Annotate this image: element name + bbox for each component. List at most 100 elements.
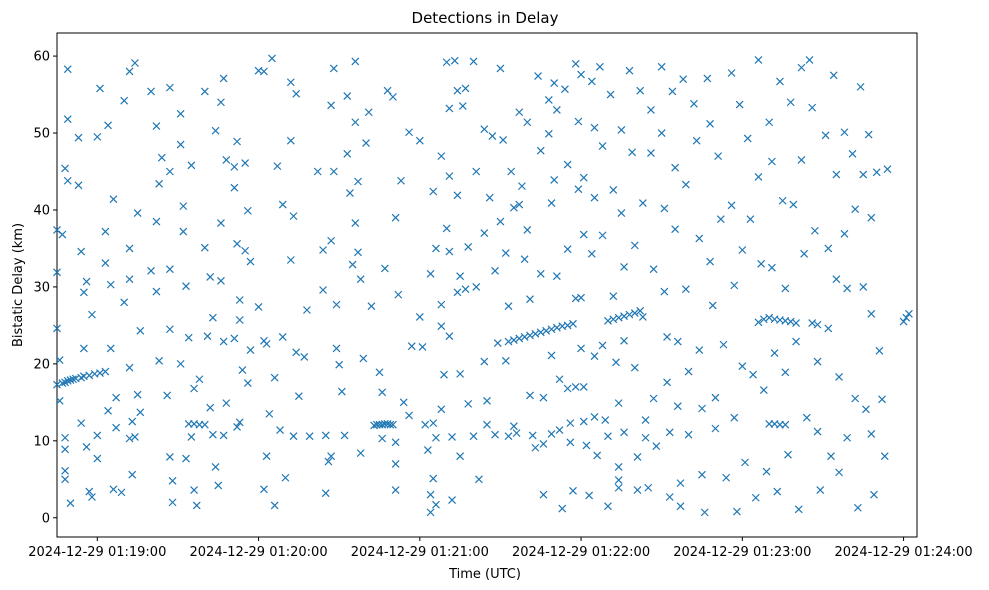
scatter-point (133, 209, 142, 217)
scatter-point (61, 433, 69, 442)
scatter-point (563, 384, 572, 393)
scatter-point (660, 204, 669, 213)
scatter-point (448, 433, 456, 441)
scatter-point (270, 501, 279, 510)
scatter-point (614, 399, 623, 408)
scatter-point (265, 409, 274, 418)
scatter-point (187, 161, 196, 170)
scatter-point (867, 429, 876, 438)
scatter-point (571, 383, 580, 391)
scatter-point (614, 463, 623, 471)
scatter-point (235, 418, 244, 427)
scatter-point (305, 432, 314, 441)
scatter-point (827, 452, 835, 461)
scatter-point (472, 167, 481, 176)
scatter-point (260, 485, 268, 494)
scatter-point (727, 201, 736, 210)
scatter-point (835, 373, 843, 381)
scatter-point (238, 366, 247, 374)
scatter-point (200, 420, 209, 429)
scatter-point (501, 356, 510, 365)
scatter-point (281, 473, 290, 482)
scatter-point (647, 149, 655, 157)
scatter-point (636, 306, 645, 315)
x-tick-label: 2024-12-29 01:20:00 (190, 545, 328, 560)
scatter-point (638, 199, 647, 207)
x-tick-label: 2024-12-29 01:22:00 (512, 545, 650, 560)
scatter-point (389, 92, 397, 101)
scatter-point (243, 379, 252, 388)
scatter-point (268, 54, 276, 63)
scatter-point (55, 396, 64, 405)
scatter-point (644, 483, 653, 492)
scatter-point (246, 346, 255, 354)
scatter-point (577, 70, 585, 79)
scatter-point (182, 282, 190, 291)
scatter-point (351, 57, 360, 66)
scatter-point (391, 213, 400, 222)
scatter-point (327, 101, 336, 110)
scatter-point (536, 146, 545, 155)
scatter-point (754, 172, 763, 181)
scatter-point (415, 313, 424, 321)
scatter-point (125, 434, 134, 443)
scatter-point (458, 102, 467, 111)
scatter-point (698, 470, 706, 479)
scatter-point (563, 160, 572, 169)
scatter-point (590, 193, 599, 202)
scatter-point (509, 203, 518, 212)
scatter-point (217, 219, 225, 227)
scatter-point (79, 344, 88, 353)
scatter-point (647, 106, 655, 114)
scatter-point (767, 263, 776, 272)
scatter-point (88, 310, 96, 319)
scatter-point (587, 77, 596, 86)
scatter-point (104, 406, 112, 415)
scatter-point (286, 78, 295, 87)
y-tick-label: 40 (33, 203, 50, 218)
scatter-point (520, 255, 529, 264)
scatter-point (813, 427, 822, 436)
scatter-point (442, 224, 451, 233)
scatter-point (453, 191, 462, 200)
scatter-point (407, 342, 416, 351)
scatter-point (469, 432, 478, 441)
y-tick-label: 0 (42, 511, 50, 526)
scatter-point (329, 64, 338, 73)
scatter-point (792, 337, 800, 346)
scatter-point (786, 98, 795, 107)
scatter-point (504, 432, 513, 441)
scatter-point (781, 368, 790, 377)
scatter-point (399, 398, 408, 407)
scatter-point (810, 226, 819, 235)
scatter-point (421, 420, 430, 429)
scatter-point (117, 488, 126, 497)
scatter-point (101, 259, 110, 267)
scatter-point (536, 269, 545, 278)
scatter-point (816, 486, 825, 494)
scatter-point (300, 353, 309, 361)
scatter-point (211, 463, 220, 471)
scatter-point (165, 265, 174, 274)
scatter-point (273, 162, 282, 171)
scatter-point (391, 459, 400, 468)
scatter-point (641, 433, 650, 442)
scatter-point (633, 453, 642, 461)
scatter-point (423, 446, 432, 454)
scatter-point (445, 332, 454, 341)
scatter-point (241, 246, 250, 255)
scatter-point (579, 417, 588, 426)
scatter-point (437, 322, 446, 331)
scatter-point (802, 413, 811, 422)
scatter-point (695, 346, 704, 354)
scatter-point (593, 451, 602, 460)
scatter-point (276, 426, 284, 434)
scatter-point (843, 433, 852, 442)
y-tick-label: 60 (33, 50, 50, 65)
scatter-point (528, 431, 537, 440)
scatter-point (641, 416, 650, 424)
scatter-point (152, 287, 161, 296)
scatter-point (735, 100, 744, 109)
scatter-point (179, 227, 188, 236)
scatter-point (163, 391, 172, 400)
